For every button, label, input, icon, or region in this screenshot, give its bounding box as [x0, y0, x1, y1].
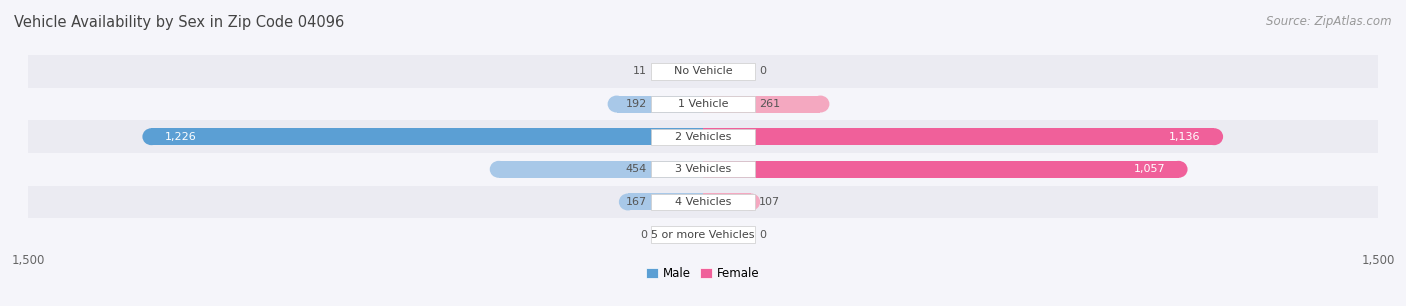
Text: 454: 454 [626, 164, 647, 174]
Bar [628, 193, 703, 211]
Ellipse shape [619, 193, 637, 211]
Bar [28, 88, 1378, 120]
Bar [651, 226, 755, 243]
Ellipse shape [1205, 128, 1223, 145]
Bar [651, 194, 755, 210]
Text: 1,226: 1,226 [165, 132, 197, 142]
Bar [28, 186, 1378, 218]
Text: 0: 0 [759, 66, 766, 76]
Ellipse shape [607, 95, 626, 113]
Text: 261: 261 [759, 99, 780, 109]
Ellipse shape [742, 193, 761, 211]
Bar [499, 161, 703, 178]
Bar [651, 161, 755, 177]
Ellipse shape [142, 128, 160, 145]
Bar [28, 153, 1378, 186]
Bar [703, 95, 821, 113]
Text: 0: 0 [640, 230, 647, 240]
Text: 0: 0 [759, 230, 766, 240]
Bar [28, 218, 1378, 251]
Text: 107: 107 [759, 197, 780, 207]
Text: 1,136: 1,136 [1170, 132, 1201, 142]
Text: 11: 11 [633, 66, 647, 76]
Text: 3 Vehicles: 3 Vehicles [675, 164, 731, 174]
Bar [651, 63, 755, 80]
Ellipse shape [1170, 161, 1188, 178]
Legend: Male, Female: Male, Female [647, 267, 759, 280]
Bar [651, 96, 755, 112]
Bar [617, 95, 703, 113]
Bar [152, 128, 703, 145]
Ellipse shape [489, 161, 508, 178]
Text: Vehicle Availability by Sex in Zip Code 04096: Vehicle Availability by Sex in Zip Code … [14, 15, 344, 30]
Ellipse shape [811, 95, 830, 113]
Text: 192: 192 [626, 99, 647, 109]
Text: 4 Vehicles: 4 Vehicles [675, 197, 731, 207]
Bar [703, 193, 751, 211]
Text: 1,057: 1,057 [1133, 164, 1166, 174]
Bar [651, 129, 755, 145]
Text: Source: ZipAtlas.com: Source: ZipAtlas.com [1267, 15, 1392, 28]
Text: 2 Vehicles: 2 Vehicles [675, 132, 731, 142]
Bar [703, 161, 1178, 178]
Text: 1 Vehicle: 1 Vehicle [678, 99, 728, 109]
Text: No Vehicle: No Vehicle [673, 66, 733, 76]
Text: 167: 167 [626, 197, 647, 207]
Bar [28, 120, 1378, 153]
Bar [703, 128, 1215, 145]
Text: 5 or more Vehicles: 5 or more Vehicles [651, 230, 755, 240]
Bar [28, 55, 1378, 88]
Bar [697, 63, 703, 80]
Ellipse shape [689, 63, 707, 80]
